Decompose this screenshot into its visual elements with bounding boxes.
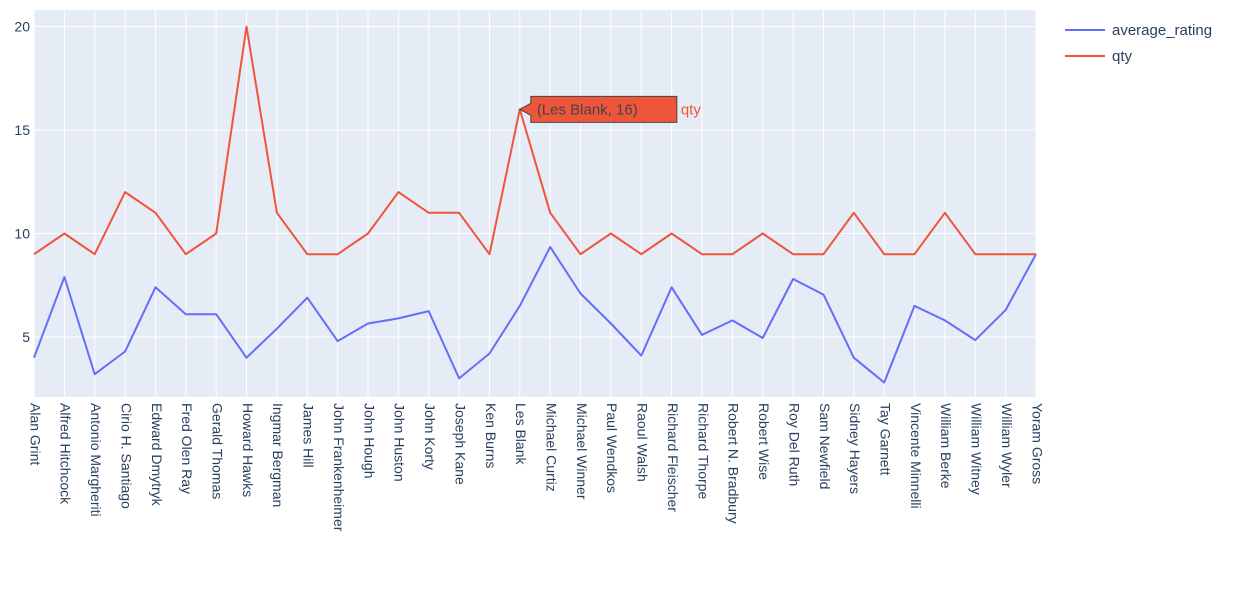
x-gridlines [33,10,1037,397]
x-tick-label: John Korty [422,403,438,470]
x-tick-label: Gerald Thomas [209,403,225,499]
x-tick-label: John Huston [392,403,408,482]
series-line-average-rating [33,246,1037,384]
x-tick-label: Ingmar Bergman [270,403,286,507]
x-tick-label: Cirio H. Santiago [118,403,134,509]
hover-series-label: qty [681,101,702,118]
series-line-qty [33,25,1036,256]
x-tick-label: Howard Hawks [240,403,256,497]
x-tick-label: Robert Wise [756,403,772,480]
x-tick-label: Richard Fleischer [665,403,681,512]
x-tick-label: Joseph Kane [452,403,468,485]
x-tick-label: Antonio Margheriti [88,403,104,517]
x-tick-label: Les Blank [513,403,529,465]
hover-tooltip-box [518,95,678,123]
y-tick-label: 10 [14,226,30,242]
x-tick-label: Alan Grint [27,403,43,465]
x-tick-labels: Alan Grint Alfred Hitchcock Antonio Marghe… [27,403,1045,532]
x-tick-label: Tay Garnett [877,403,893,475]
x-tick-label: James Hill [301,403,317,468]
hover-tooltip: (Les Blank, 16) qty [518,95,702,123]
x-tick-label: Sam Newfield [817,403,833,489]
x-tick-label: Paul Wendkos [604,403,620,493]
y-tick-labels: 5 10 15 20 [14,19,30,345]
y-tick-label: 20 [14,19,30,35]
x-tick-label: William Berke [938,403,954,489]
plot-background [34,10,1036,397]
x-tick-label: Michael Curtiz [543,403,559,492]
x-tick-label: Alfred Hitchcock [58,403,74,505]
x-tick-label: John Frankenheimer [331,403,347,532]
x-tick-label: Vincente Minnelli [908,403,924,509]
legend-label: qty [1112,48,1133,65]
x-tick-label: Fred Olen Ray [179,403,195,494]
y-tick-label: 5 [22,329,30,345]
x-tick-label: Sidney Hayers [847,403,863,494]
y-gridlines [34,26,1036,338]
hover-tooltip-text: (Les Blank, 16) [537,101,638,118]
x-tick-label: Raoul Walsh [635,403,651,482]
x-tick-label: Roy Del Ruth [786,403,802,486]
x-tick-label: William Wyler [999,403,1015,488]
y-tick-label: 15 [14,122,30,138]
legend-label: average_rating [1112,22,1212,39]
x-tick-label: Edward Dmytryk [149,403,165,507]
x-tick-label: John Hough [361,403,377,479]
x-tick-label: Ken Burns [483,403,499,468]
x-tick-label: Richard Thorpe [695,403,711,499]
x-tick-label: Yoram Gross [1029,403,1045,484]
x-tick-label: Michael Winner [574,403,590,500]
x-tick-label: Robert N. Bradbury [726,403,742,524]
x-tick-label: William Witney [969,403,985,495]
